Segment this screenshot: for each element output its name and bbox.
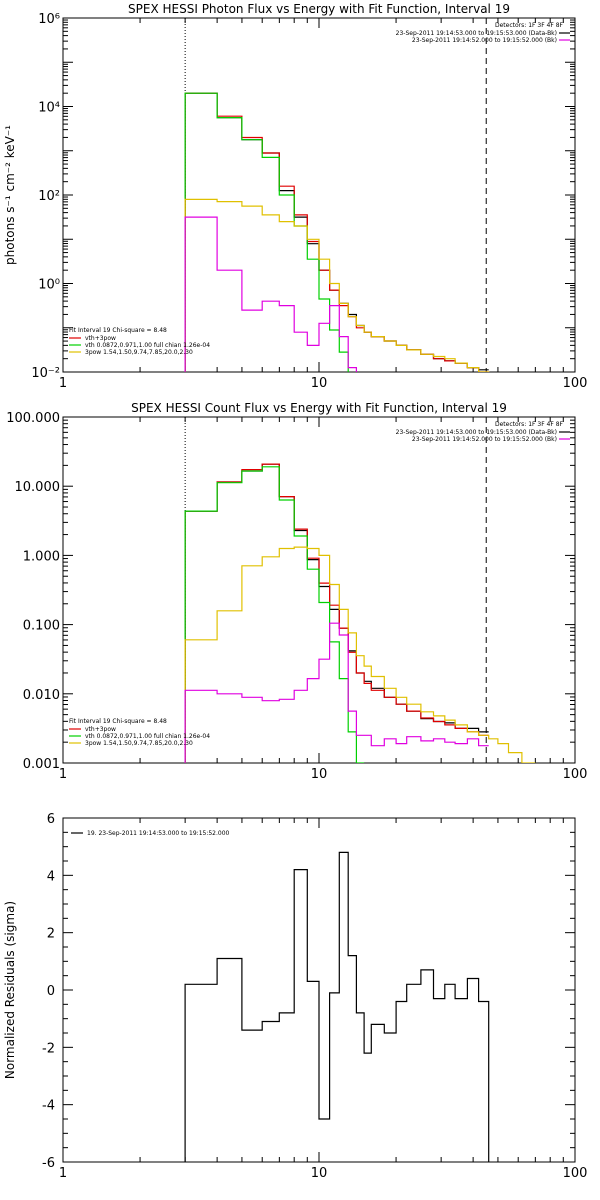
y-tick-label: 10⁻² xyxy=(31,366,60,381)
series-line-3pow xyxy=(184,198,490,372)
axes-frame xyxy=(62,17,576,373)
legend-entry-label: vth 0.0872,0.971,1.00 full chian 1.26e-0… xyxy=(85,733,210,740)
legend-fit-header: Fit Interval 19 Chi-square = 8.48 xyxy=(69,718,167,725)
series-line-bk xyxy=(184,622,489,763)
legend-detectors-header: Detectors: 1F 3F 4F 8F xyxy=(495,22,564,29)
legend-fit-header: Fit Interval 19 Chi-square = 8.48 xyxy=(69,327,167,334)
x-tick-label: 10 xyxy=(311,1166,328,1181)
legend-entry-label: 23-Sep-2011 19:14:53.000 to 19:15:53.000… xyxy=(396,429,557,436)
legend-entry-label: 23-Sep-2011 19:14:53.000 to 19:15:53.000… xyxy=(396,30,557,37)
y-tick-label: 0 xyxy=(47,984,55,999)
legend-entry-label: 3pow 1.54,1.50,9.74,7.85,20.0,2.30 xyxy=(85,349,193,356)
series-line-vth xyxy=(184,92,349,372)
y-tick-label: 0.001 xyxy=(23,757,60,772)
y-tick-label: -6 xyxy=(42,1156,55,1171)
legend-entry-label: vth+3pow xyxy=(85,726,116,733)
y-tick-label: 10⁶ xyxy=(38,12,60,27)
plot-area xyxy=(184,92,490,372)
legend-entry-label: vth 0.0872,0.971,1.00 full chian 1.26e-0… xyxy=(85,342,210,349)
y-tick-label: 10⁴ xyxy=(38,101,60,116)
legend-entry-label: 19. 23-Sep-2011 19:14:53.000 to 19:15:52… xyxy=(87,830,230,837)
y-axis-label: Normalized Residuals (sigma) xyxy=(3,901,17,1079)
residuals-panel: 1 10 100 -6 -4 -2 0 2 4 6 Normalized Residuals (si… xyxy=(3,812,587,1181)
y-tick-label: 1.000 xyxy=(23,549,60,564)
y-tick-label: 10² xyxy=(38,189,60,204)
series-line-data-bk xyxy=(184,463,489,763)
x-tick-label: 10 xyxy=(311,767,328,782)
x-tick-label: 100 xyxy=(563,376,588,391)
y-axis-label: photons s⁻¹ cm⁻² keV⁻¹ xyxy=(3,125,17,265)
y-tick-label: -4 xyxy=(42,1099,55,1114)
series-line-vth xyxy=(184,466,365,763)
y-tick-label: 10⁰ xyxy=(38,278,60,293)
y-tick-label: 10.000 xyxy=(15,480,61,495)
x-tick-label: 1 xyxy=(59,376,67,391)
x-tick-label: 100 xyxy=(563,767,588,782)
y-tick-label: 4 xyxy=(47,869,55,884)
y-tick-label: -2 xyxy=(42,1041,55,1056)
legend-entry-label: 3pow 1.54,1.50,9.74,7.85,20.0,2.30 xyxy=(85,740,193,747)
legend-entry-label: 23-Sep-2011 19:14:52.000 to 19:15:52.000… xyxy=(412,37,557,44)
series-line-vth-3pow xyxy=(184,92,489,372)
count-flux-panel: 1 10 100 0.001 0.010 0.100 1.000 10.000 100.000 S… xyxy=(6,401,587,782)
plot-area xyxy=(184,851,490,1162)
photon-flux-panel: 1 10 100 10⁻² 10⁰ 10² 10⁴ 10⁶ SPEX HESSI Photon … xyxy=(3,2,587,391)
series-line-3pow xyxy=(184,546,536,763)
legend-entry-label: 23-Sep-2011 19:14:52.000 to 19:15:52.000… xyxy=(412,436,557,443)
legend-detectors-header: Detectors: 1F 3F 4F 8F xyxy=(495,421,564,428)
x-tick-label: 100 xyxy=(563,1166,588,1181)
x-tick-label: 1 xyxy=(59,767,67,782)
y-tick-label: 0.010 xyxy=(23,688,60,703)
legend-entry-label: vth+3pow xyxy=(85,335,116,342)
y-tick-label: 100.000 xyxy=(6,411,60,426)
y-tick-label: 6 xyxy=(47,812,55,827)
series-line-bk xyxy=(184,216,357,372)
plot-area xyxy=(184,463,536,763)
series-line-vth-3pow xyxy=(184,463,489,763)
y-tick-label: 2 xyxy=(47,927,55,942)
y-tick-label: 0.100 xyxy=(23,619,60,634)
chart-title: SPEX HESSI Photon Flux vs Energy with Fi… xyxy=(128,2,510,16)
x-tick-label: 10 xyxy=(311,376,328,391)
x-tick-label: 1 xyxy=(59,1166,67,1181)
series-line-residuals xyxy=(184,851,490,1162)
chart-title: SPEX HESSI Count Flux vs Energy with Fit… xyxy=(131,401,507,415)
